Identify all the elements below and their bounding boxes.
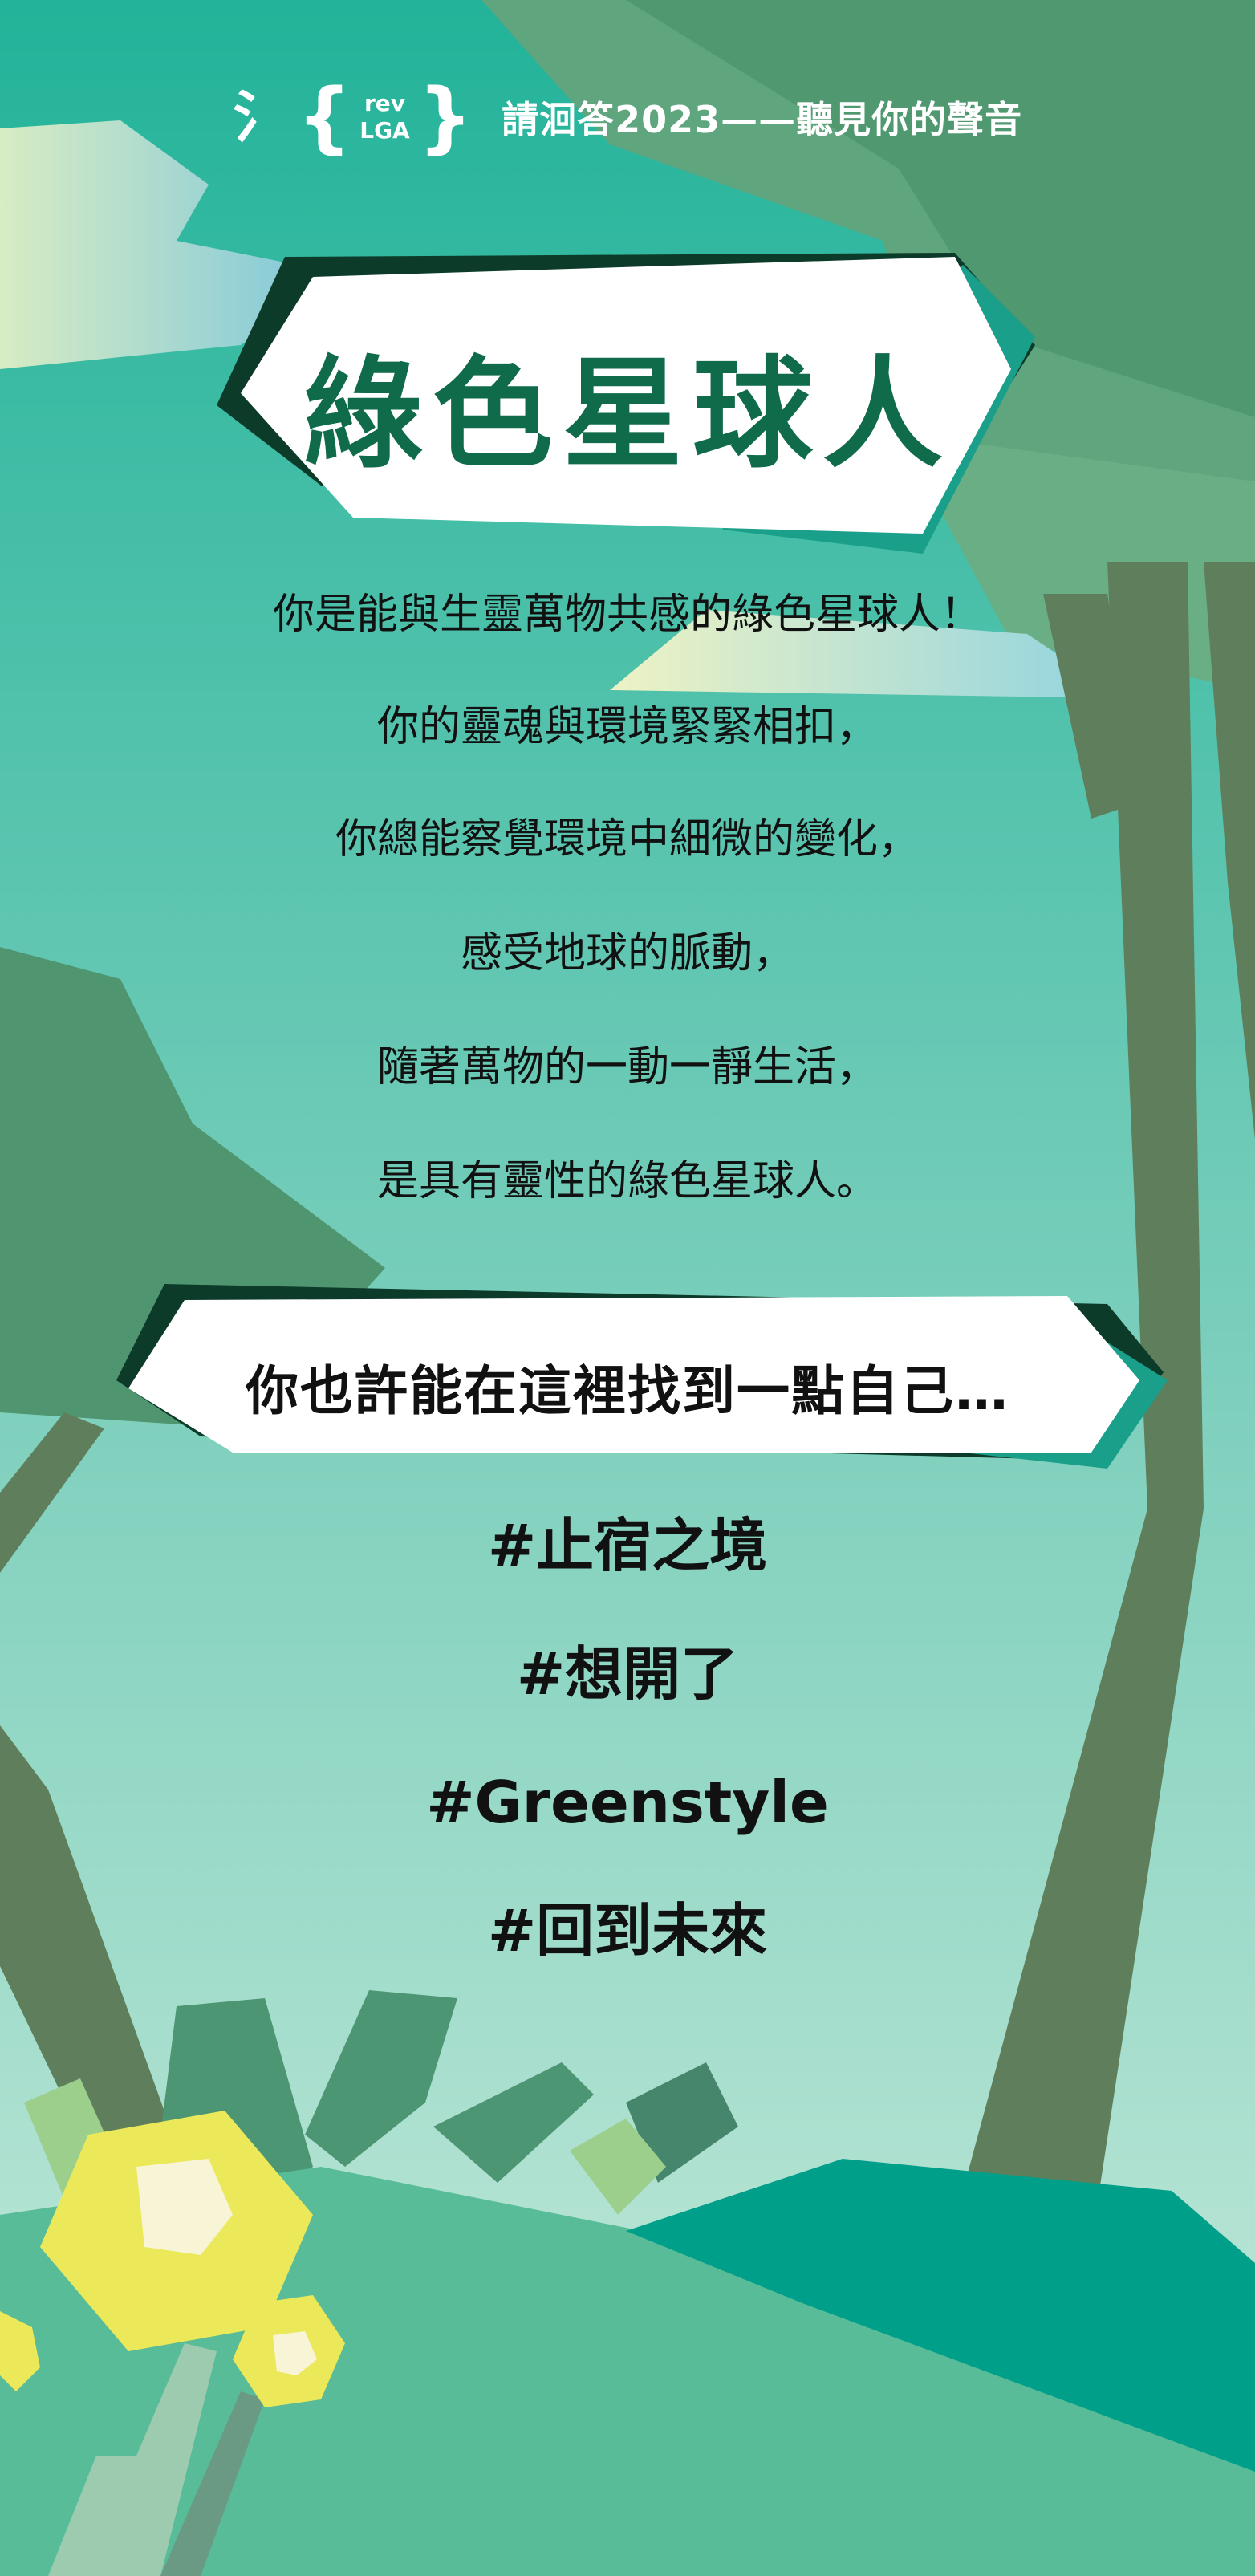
tree-trunk — [0, 1725, 185, 2167]
hill-shape — [626, 2159, 1255, 2472]
tree-trunk — [1204, 562, 1255, 1140]
bush-shape — [433, 2062, 594, 2183]
canopy-shape — [626, 0, 1255, 417]
hashtag: #止宿之境 — [487, 1512, 768, 1579]
bush-shape — [570, 2119, 666, 2215]
body-line: 你是能與生靈萬物共感的綠色星球人！ — [272, 591, 982, 639]
logo-bottom: LGA — [359, 117, 410, 144]
tree-trunk — [963, 562, 1204, 2191]
logo-top: rev — [364, 90, 406, 117]
flower-center — [136, 2159, 233, 2255]
logo-brace-right: } — [417, 72, 473, 162]
body-line: 隨著萬物的一動一靜生活， — [376, 1043, 878, 1091]
title-banner — [241, 257, 1011, 534]
body-line: 是具有靈性的綠色星球人。 — [376, 1157, 878, 1205]
flower-shape — [0, 2311, 40, 2391]
logo-text: rev LGA — [359, 90, 410, 144]
tree-trunk — [1043, 594, 1139, 819]
hashtag: #回到未來 — [487, 1897, 768, 1965]
body-line: 感受地球的脈動， — [460, 929, 794, 977]
logo-brace-left: { — [296, 72, 352, 162]
logo: 氵 { rev LGA } — [233, 79, 473, 156]
hashtag: #想開了 — [516, 1640, 739, 1708]
tree-trunk — [0, 1412, 104, 1573]
cloud-shape — [0, 120, 337, 369]
flower-stem — [48, 2343, 217, 2576]
body-line: 你的靈魂與環境緊緊相扣， — [376, 703, 878, 751]
hill-shape — [0, 2167, 1255, 2576]
page-title: 綠色星球人 — [302, 345, 952, 485]
bush-shape — [305, 1990, 457, 2167]
cloud-shape — [610, 610, 1123, 698]
body-line: 你總能察覺環境中細微的變化， — [335, 815, 920, 863]
header-title: 請洄答2023——聽見你的聲音 — [502, 98, 1023, 141]
flower-center — [273, 2331, 317, 2375]
subtitle-banner — [128, 1296, 1139, 1453]
hashtag: #Greenstyle — [426, 1769, 829, 1836]
header: 氵 { rev LGA } 請洄答2023——聽見你的聲音 — [0, 79, 1255, 156]
subtitle: 你也許能在這裡找到一點自己… — [246, 1360, 1009, 1422]
flower-stem — [160, 2391, 265, 2576]
logo-glyph: 氵 — [232, 84, 289, 150]
